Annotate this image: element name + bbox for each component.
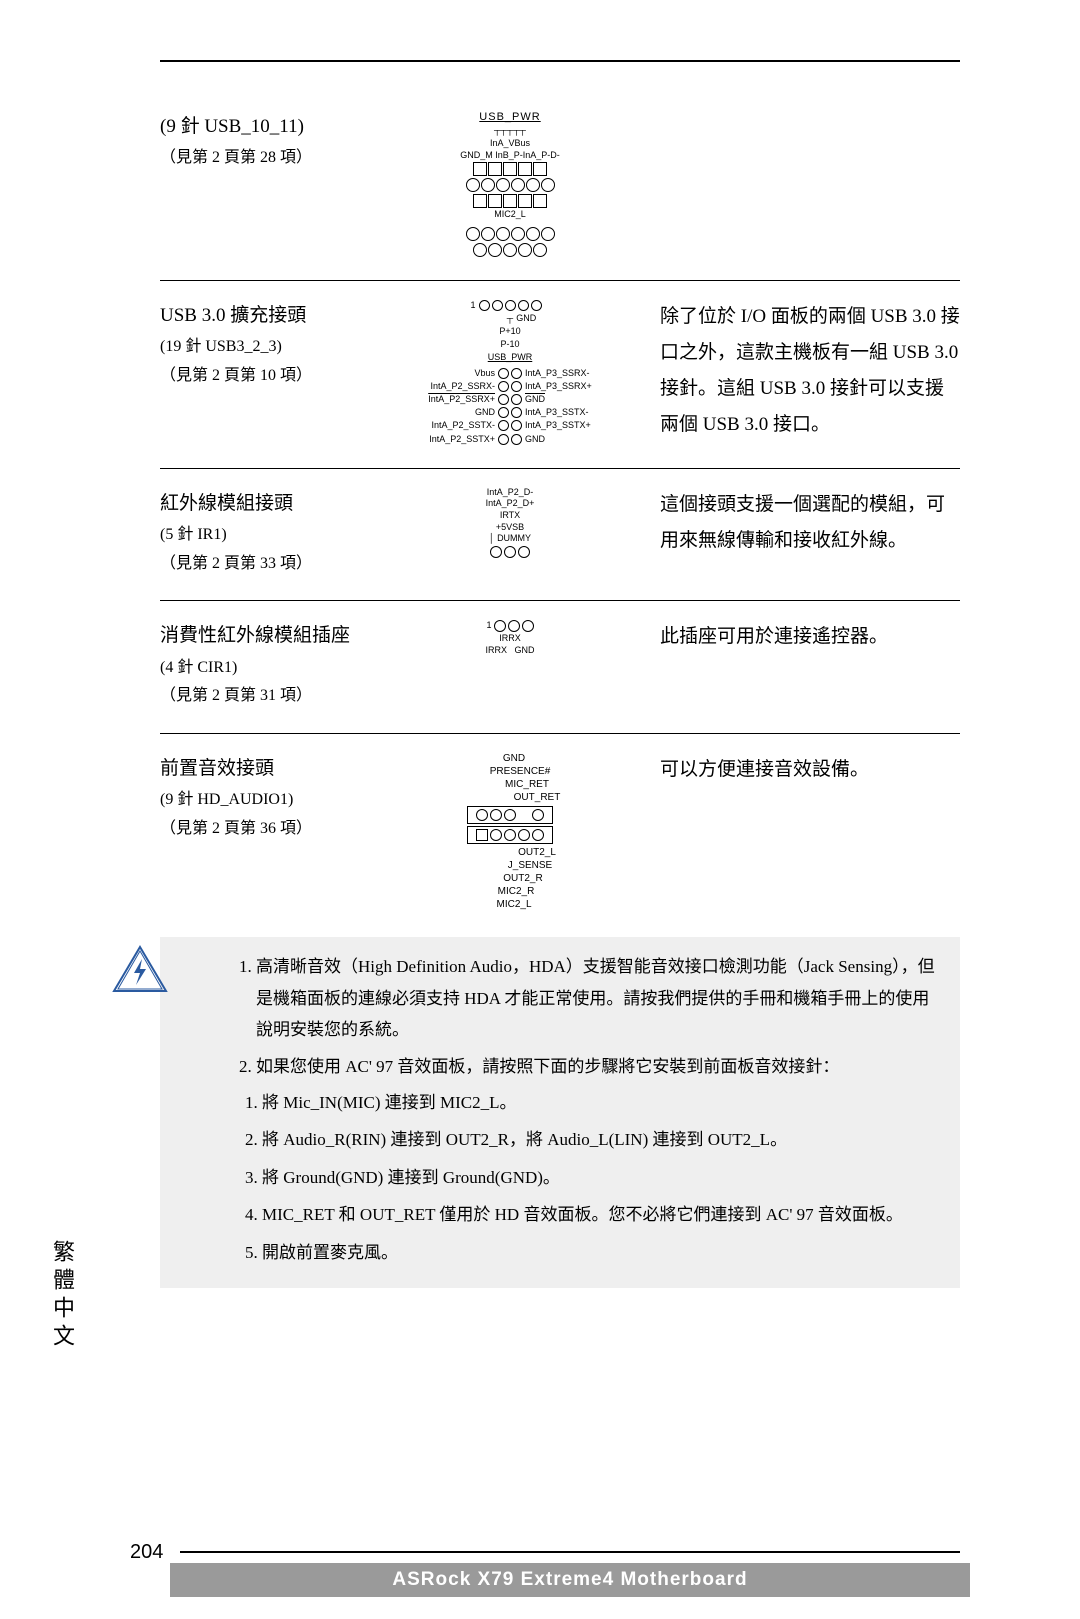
section1-ref: （見第 2 頁第 28 項） [160,144,390,173]
ir-irtx: IRTX [500,510,520,522]
footer-bar: ASRock X79 Extreme4 Motherboard [170,1563,970,1597]
section1-left: (9 針 USB_10_11) （見第 2 頁第 28 項） [160,110,390,173]
section4-sub2: （見第 2 頁第 31 項） [160,682,390,711]
section5-left: 前置音效接頭 (9 針 HD_AUDIO1) （見第 2 頁第 36 項） [160,752,390,844]
p1r: IntA_P3_SSRX- [525,367,605,380]
p5l: IntA_P2_SSTX- [415,419,495,432]
section-usb30: USB 3.0 擴充接頭 (19 針 USB3_2_3) （見第 2 頁第 10… [160,281,960,469]
bottom-rule [180,1551,960,1553]
note-2-lead: 如果您使用 AC' 97 音效面板，請按照下面的步驟將它安裝到前面板音效接針： [256,1057,839,1076]
aud-out2r: OUT2_R [477,872,542,885]
pm10-label: P-10 [500,338,519,351]
section3-title: 紅外線模組接頭 [160,487,390,521]
section5-sub2: （見第 2 頁第 36 項） [160,815,390,844]
section5-sub1: (9 針 HD_AUDIO1) [160,786,390,815]
gnd-label: GND [516,312,596,325]
section4-sub1: (4 針 CIR1) [160,654,390,683]
note-2a: 將 Mic_IN(MIC) 連接到 MIC2_L。 [262,1087,942,1118]
note-2c: 將 Ground(GND) 連接到 Ground(GND)。 [262,1162,942,1193]
section3-sub2: （見第 2 頁第 33 項） [160,550,390,579]
note-2d: MIC_RET 和 OUT_RET 僅用於 HD 音效面板。您不必將它們連接到 … [262,1199,942,1230]
s1-sub: InA_VBus [490,138,530,150]
section5-title: 前置音效接頭 [160,752,390,786]
p10-label: P+10 [499,325,520,338]
section2-left: USB 3.0 擴充接頭 (19 針 USB3_2_3) （見第 2 頁第 10… [160,299,390,391]
section4-desc: 此插座可用於連接遙控器。 [630,619,960,655]
page-number: 204 [130,1541,163,1564]
ir-t1: IntA_P2_D- [487,487,534,499]
vbus-label: Vbus [415,367,495,380]
ir-t2: IntA_P2_D+ [486,498,535,510]
cir-1: 1 [486,620,491,632]
section3-diagram: IntA_P2_D- IntA_P2_D+ IRTX +5VSB │ DUMMY [390,487,630,559]
section-cir: 消費性紅外線模組插座 (4 針 CIR1) （見第 2 頁第 31 項） 1 I… [160,601,960,734]
cir-irrx: IRRX [499,633,521,645]
aud-mic2r: MIC2_R [486,885,535,898]
warning-icon [112,945,168,995]
p4r: IntA_P3_SSTX- [525,406,605,419]
ir-dummy: DUMMY [497,533,531,543]
p2r: IntA_P3_SSRX+ [525,380,605,393]
section-ir: 紅外線模組接頭 (5 針 IR1) （見第 2 頁第 33 項） IntA_P2… [160,469,960,602]
s1-bot: MIC2_L [494,209,526,221]
p2l: IntA_P2_SSRX+ [415,393,495,406]
usbpwr-label: USB_PWR [479,110,540,124]
section2-sub2: （見第 2 頁第 10 項） [160,362,390,391]
section4-title: 消費性紅外線模組插座 [160,619,390,653]
p6r: GND [525,433,605,446]
aud-micret: MIC_RET [471,778,549,791]
p5r: IntA_P3_SSTX+ [525,419,605,432]
note-1: 高清晰音效（High Definition Audio，HDA）支援智能音效接口… [256,951,942,1045]
section2-desc: 除了位於 I/O 面板的兩個 USB 3.0 接口之外，這款主機板有一組 USB… [630,299,960,443]
aud-jsense: J_SENSE [468,859,552,872]
section3-sub1: (5 針 IR1) [160,521,390,550]
aud-outret: OUT_RET [460,791,561,804]
ir-5vsb: +5VSB [496,522,524,534]
s1-sub2: GND_M InB_P-InA_P-D- [460,150,560,162]
cir-gnd: GND [515,645,535,655]
note-2: 如果您使用 AC' 97 音效面板，請按照下面的步驟將它安裝到前面板音效接針： … [256,1051,942,1268]
section5-diagram: GND PRESENCE# MIC_RET OUT_RET OUT2_L J_S… [390,752,630,911]
aud-pres: PRESENCE# [470,765,551,778]
p6l: IntA_P2_SSTX+ [415,433,495,446]
aud-out2l: OUT2_L [464,846,556,859]
section3-left: 紅外線模組接頭 (5 針 IR1) （見第 2 頁第 33 項） [160,487,390,579]
p4l: GND [415,406,495,419]
aud-gnd: GND [495,752,525,765]
section4-left: 消費性紅外線模組插座 (4 針 CIR1) （見第 2 頁第 31 項） [160,619,390,711]
section3-desc: 這個接頭支援一個選配的模組，可用來無線傳輸和接收紅外線。 [630,487,960,559]
p3r: GND [525,393,605,406]
note-2e: 開啟前置麥克風。 [262,1237,942,1268]
section-usb1011: (9 針 USB_10_11) （見第 2 頁第 28 項） USB_PWR ┬… [160,92,960,281]
usbpwr-label2: USB_PWR [488,351,533,364]
section4-diagram: 1 IRRX IRRX GND [390,619,630,656]
pin1-label: 1 [396,299,476,312]
section2-diagram: 1 ┬GND P+10 P-10 USB_PWR VbusIntA_P3_SSR… [390,299,630,446]
section1-title: (9 針 USB_10_11) [160,110,390,144]
notes-box: 高清晰音效（High Definition Audio，HDA）支援智能音效接口… [160,937,960,1288]
aud-mic2l: MIC2_L [488,898,531,911]
cir-irrx2: IRRX [485,645,507,655]
section2-sub1: (19 針 USB3_2_3) [160,333,390,362]
section1-diagram: USB_PWR ┬┬┬┬┬ InA_VBus GND_M InB_P-InA_P… [390,110,630,258]
p1l: IntA_P2_SSRX- [415,380,495,393]
side-language-label: 繁體中文 [46,1240,78,1352]
note-2b: 將 Audio_R(RIN) 連接到 OUT2_R，將 Audio_L(LIN)… [262,1124,942,1155]
section2-title: USB 3.0 擴充接頭 [160,299,390,333]
section-audio: 前置音效接頭 (9 針 HD_AUDIO1) （見第 2 頁第 36 項） GN… [160,734,960,933]
section5-desc: 可以方便連接音效設備。 [630,752,960,788]
